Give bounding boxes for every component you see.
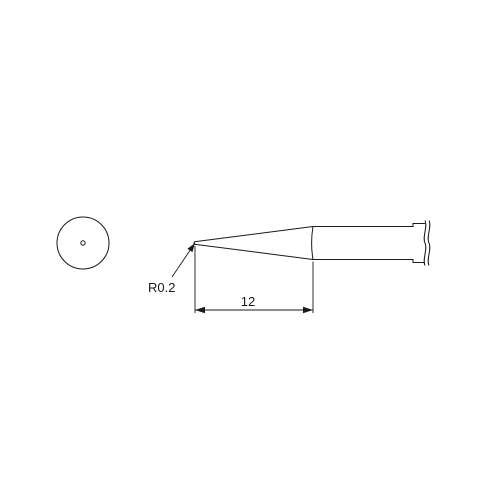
front-view <box>57 217 109 269</box>
leader-arrow-icon <box>187 243 195 252</box>
technical-drawing: R0.2 12 <box>0 0 500 500</box>
tip-radius-leader: R0.2 <box>148 243 195 295</box>
break-line-2 <box>428 221 430 266</box>
dimension-arrow-right-icon <box>303 307 313 313</box>
outer-circle <box>57 217 109 269</box>
length-dimension: 12 <box>195 246 313 313</box>
inner-circle <box>81 241 85 245</box>
dimension-arrow-left-icon <box>195 307 205 313</box>
break-line-1 <box>424 221 426 266</box>
side-view <box>194 221 430 266</box>
length-label: 12 <box>241 294 255 309</box>
tip-outline <box>194 224 425 263</box>
cone-shank-arc <box>312 227 313 260</box>
tip-radius-label: R0.2 <box>148 280 175 295</box>
